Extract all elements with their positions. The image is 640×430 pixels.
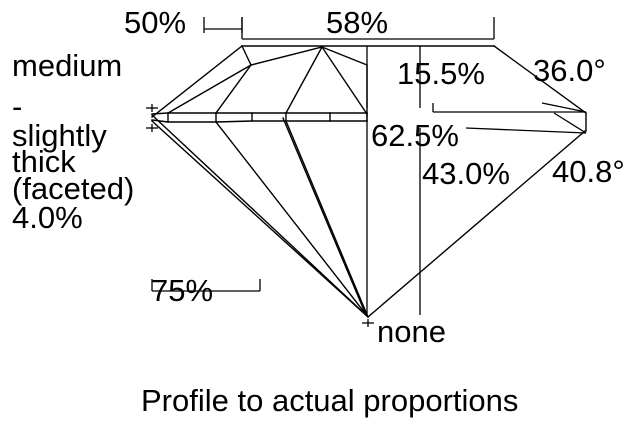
svg-text:15.5%: 15.5%	[397, 56, 485, 91]
svg-text:4.0%: 4.0%	[12, 200, 83, 235]
svg-text:medium: medium	[12, 48, 122, 83]
svg-text:40.8°: 40.8°	[552, 154, 625, 189]
svg-text:43.0%: 43.0%	[422, 156, 510, 191]
svg-text:Profile to actual proportions: Profile to actual proportions	[141, 383, 518, 418]
svg-text:62.5%: 62.5%	[371, 118, 459, 153]
svg-text:36.0°: 36.0°	[533, 53, 606, 88]
svg-text:none: none	[377, 314, 446, 349]
svg-text:75%: 75%	[151, 273, 213, 308]
svg-text:50%: 50%	[124, 5, 186, 40]
svg-text:58%: 58%	[326, 5, 388, 40]
